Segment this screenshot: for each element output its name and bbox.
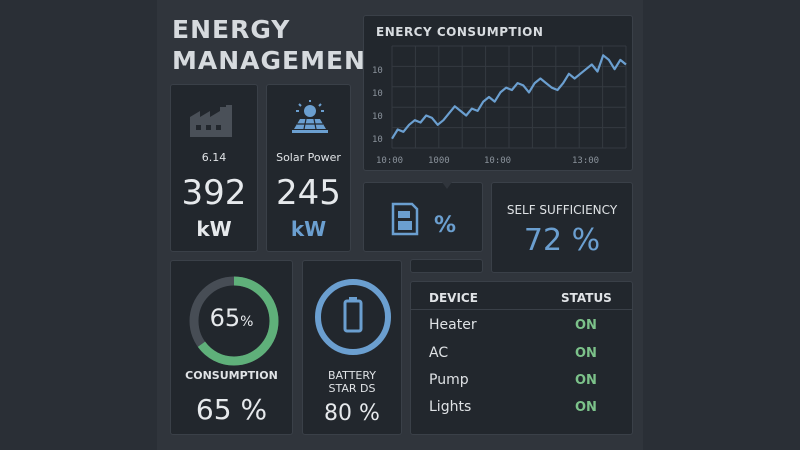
- storage-unit: %: [434, 213, 457, 238]
- battery-label: BATTERY STAR DS: [327, 369, 377, 395]
- notch-marker: [442, 182, 452, 189]
- y-tick-label: 10: [372, 66, 383, 76]
- solar-power-card[interactable]: Solar Power 245 kW: [266, 84, 351, 252]
- table-header-divider: [411, 309, 632, 310]
- storage-card[interactable]: %: [363, 182, 483, 252]
- consumption-label: CONSUMPTION: [185, 369, 278, 382]
- device-column-header: DEVICE: [429, 291, 478, 305]
- blank-tile: [410, 259, 483, 273]
- consumption-value: 65 %: [195, 393, 268, 426]
- battery-value: 80 %: [324, 401, 380, 426]
- grid-power-card[interactable]: 6.14 392 kW: [170, 84, 258, 252]
- device-status-table: DEVICE STATUS Heater ON AC ON Pump ON Li…: [410, 281, 633, 435]
- consumption-center-unit: %: [240, 314, 254, 330]
- chart-title: ENERCY CONSUMPTION: [376, 25, 544, 39]
- y-tick-label: 10: [372, 135, 383, 145]
- battery-ring: [315, 279, 391, 355]
- y-tick-label: 10: [372, 89, 383, 99]
- storage-icon: [391, 202, 419, 236]
- x-tick-label: 10:00: [484, 156, 512, 166]
- consumption-card[interactable]: 65% CONSUMPTION 65 %: [170, 260, 293, 435]
- solar-unit: kW: [290, 217, 327, 241]
- device-name: Pump: [429, 372, 469, 388]
- grid-label: 6.14: [201, 151, 227, 164]
- factory-icon: [190, 105, 232, 137]
- chart-plot: [391, 45, 627, 149]
- energy-consumption-chart: ENERCY CONSUMPTION 10 10 10 10 10:00 100…: [363, 15, 633, 171]
- device-status: ON: [575, 318, 597, 333]
- device-status: ON: [575, 400, 597, 415]
- x-tick-label: 10:00: [376, 156, 404, 166]
- x-tick-label: 13:00: [572, 156, 600, 166]
- status-column-header: STATUS: [561, 291, 612, 305]
- battery-card[interactable]: BATTERY STAR DS 80 %: [302, 260, 402, 435]
- consumption-center-value: 65: [209, 304, 241, 332]
- self-sufficiency-card[interactable]: SELF SUFFICIENCY 72 %: [491, 182, 633, 273]
- self-sufficiency-value: 72 %: [523, 223, 601, 258]
- grid-value: 392: [181, 173, 247, 213]
- page-title: ENERGY MANAGEMENT: [172, 15, 385, 75]
- consumption-center: 65%: [171, 304, 292, 332]
- device-name: Heater: [429, 317, 477, 333]
- x-tick-label: 1000: [428, 156, 450, 166]
- device-name: Lights: [429, 399, 472, 415]
- series-line: [391, 54, 627, 140]
- solar-label: Solar Power: [276, 151, 341, 164]
- grid-unit: kW: [196, 217, 232, 241]
- solar-panel-icon: [292, 100, 328, 133]
- consumption-ring: [189, 276, 279, 366]
- device-name: AC: [429, 345, 449, 361]
- device-status: ON: [575, 373, 597, 388]
- solar-value: 245: [276, 173, 341, 213]
- y-tick-label: 10: [372, 112, 383, 122]
- device-status: ON: [575, 346, 597, 361]
- self-sufficiency-label: SELF SUFFICIENCY: [506, 203, 618, 217]
